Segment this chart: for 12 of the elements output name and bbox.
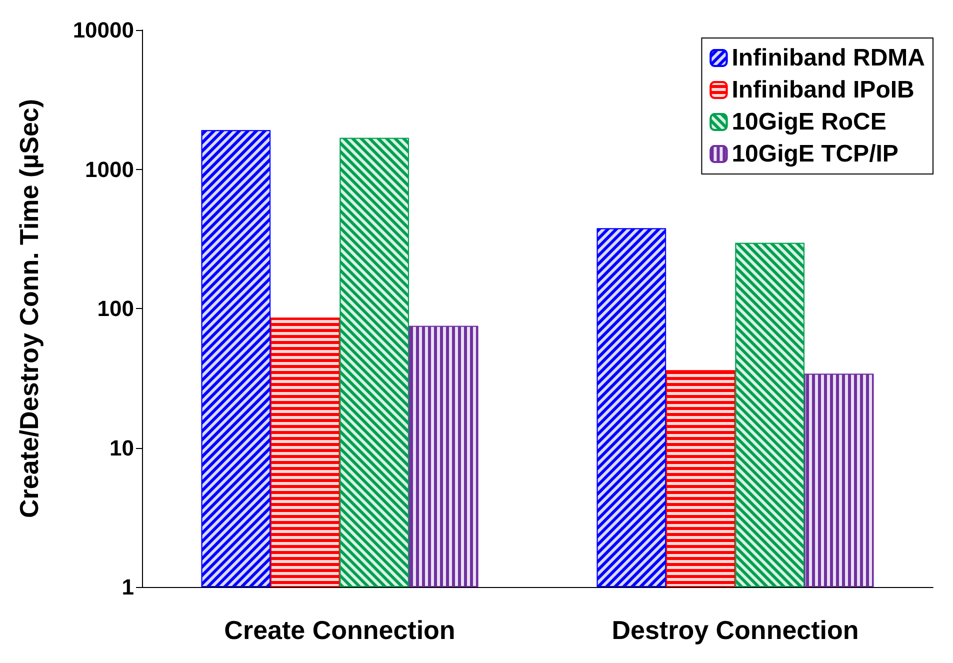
legend-label: 10GigE TCP/IP	[732, 140, 898, 168]
y-axis-title: Create/Destroy Conn. Time (µSec)	[14, 98, 44, 518]
legend-label: Infiniband RDMA	[732, 44, 926, 72]
y-tick-label: 1000	[85, 156, 134, 182]
legend-label: 10GigE RoCE	[732, 108, 886, 136]
y-tick-label: 1	[122, 574, 134, 600]
y-tick-label: 10000	[72, 18, 134, 42]
legend-label: Infiniband IPoIB	[732, 76, 914, 104]
y-tick-label: 10	[110, 435, 134, 460]
y-tick-label: 100	[97, 296, 134, 321]
x-tick-label: Destroy Connection	[612, 615, 859, 645]
x-tick-label: Create Connection	[224, 615, 456, 645]
